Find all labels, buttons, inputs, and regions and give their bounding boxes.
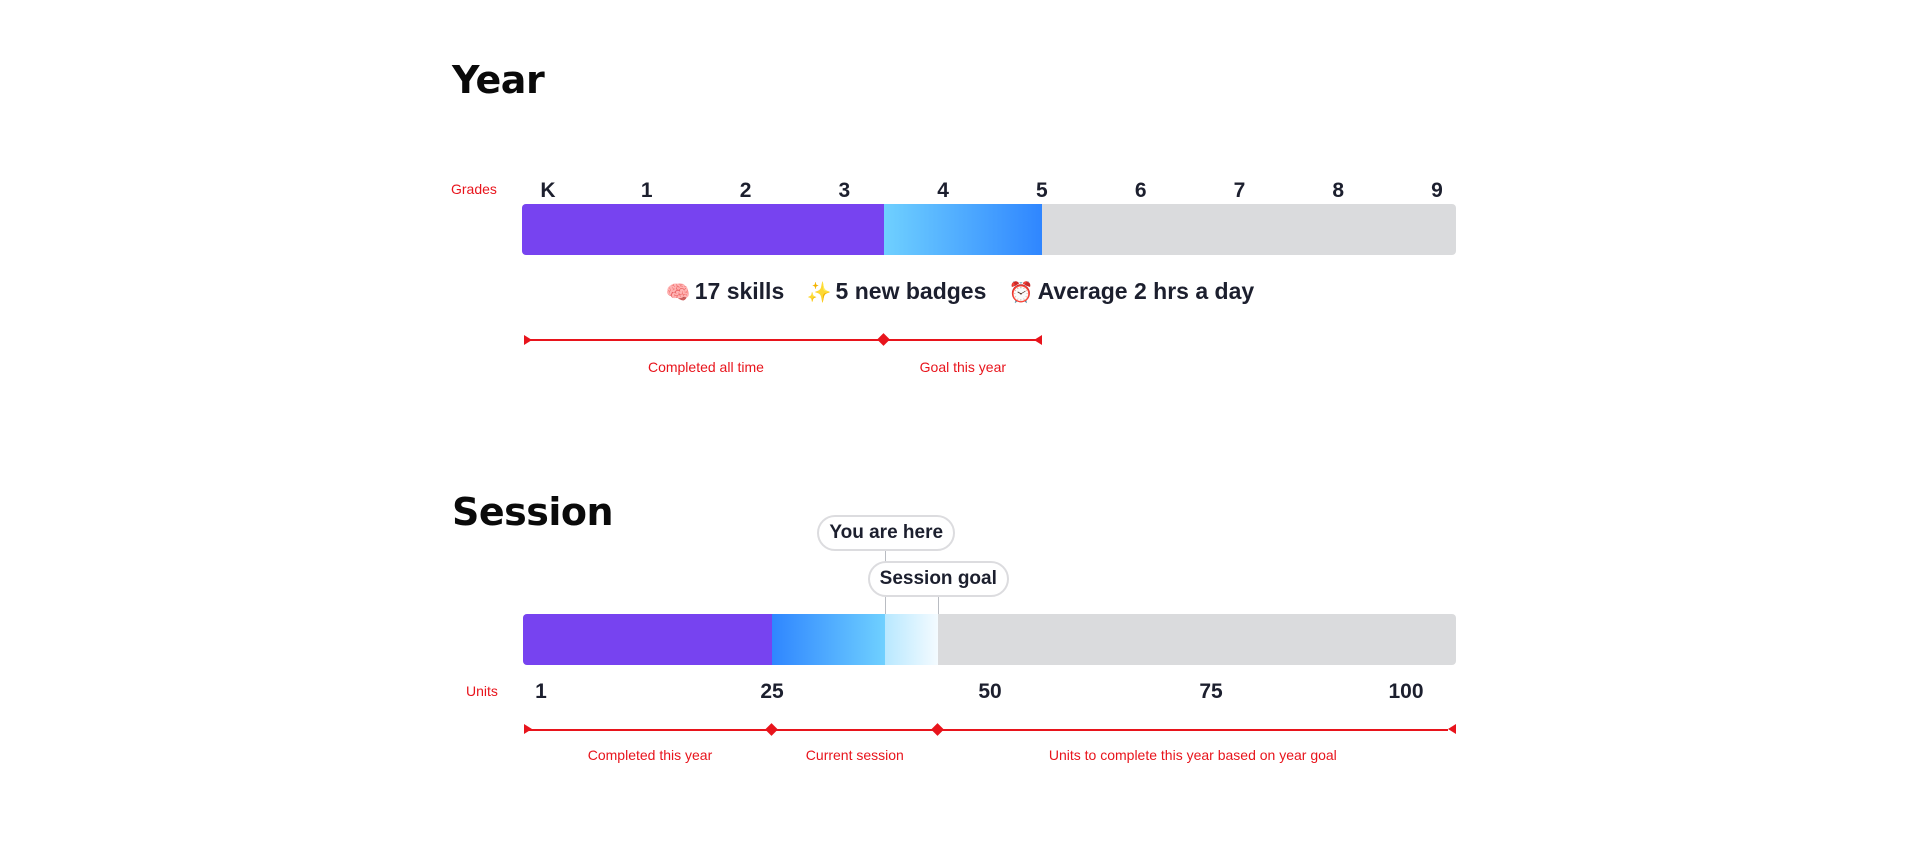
grade-tick-5: 5 (1036, 179, 1048, 202)
grade-tick-1: 1 (640, 179, 653, 202)
session-annotation-end-cap (1448, 724, 1456, 734)
goal-this-year-label: Goal this year (919, 359, 1007, 375)
you-are-here-pointer (885, 548, 887, 665)
sparkles-icon: ✨ (806, 282, 832, 304)
grade-tick-2: 2 (739, 179, 752, 202)
grade-tick-6: 6 (1134, 179, 1147, 202)
units-axis-label: Units (466, 683, 498, 699)
stat-average-time: ⏰ Average 2 hrs a day (1008, 278, 1255, 304)
completed-this-year-label: Completed this year (587, 747, 713, 763)
year-progress-bar (522, 204, 1456, 255)
remaining-units-measure-line (937, 729, 1448, 731)
session-goal-callout: Session goal (867, 561, 1009, 597)
year-annotation-end-cap (1033, 335, 1042, 345)
unit-tick-1: 1 (535, 680, 547, 703)
you-are-here-callout: You are here (817, 515, 956, 551)
session-goal-segment (885, 614, 938, 665)
year-stats: 🧠 17 skills ✨ 5 new badges ⏰ Average 2 hrs … (0, 278, 1920, 305)
unit-tick-75: 75 (1199, 680, 1223, 703)
grade-tick-9: 9 (1431, 179, 1443, 202)
session-title: Session (452, 490, 614, 534)
year-title: Year (452, 58, 545, 102)
stat-badges: ✨ 5 new badges (806, 278, 987, 304)
session-progress-bar (523, 614, 1456, 665)
current-session-label: Current session (805, 747, 904, 763)
brain-icon: 🧠 (665, 282, 691, 304)
year-goal-segment (883, 204, 1042, 255)
units-to-complete-label: Units to complete this year based on yea… (1048, 747, 1337, 763)
session-completed-segment (523, 614, 772, 665)
year-goal-measure-line (883, 339, 1038, 341)
stat-skills: 🧠 17 skills (665, 278, 785, 304)
grade-tick-7: 7 (1233, 179, 1246, 202)
grade-tick-k: K (540, 179, 556, 202)
unit-tick-50: 50 (978, 680, 1002, 703)
alarm-clock-icon: ⏰ (1008, 282, 1034, 304)
grades-axis-label: Grades (451, 181, 497, 197)
completed-all-time-label: Completed all time (647, 359, 764, 375)
completed-this-year-measure-line (528, 729, 772, 731)
year-completed-measure-line (528, 339, 884, 341)
grade-tick-4: 4 (937, 179, 949, 202)
grade-tick-8: 8 (1332, 179, 1345, 202)
unit-tick-25: 25 (760, 680, 784, 703)
session-current-segment (772, 614, 886, 665)
unit-tick-100: 100 (1388, 680, 1424, 703)
current-session-measure-line (772, 729, 938, 731)
year-completed-segment (522, 204, 884, 255)
grade-tick-3: 3 (838, 179, 851, 202)
